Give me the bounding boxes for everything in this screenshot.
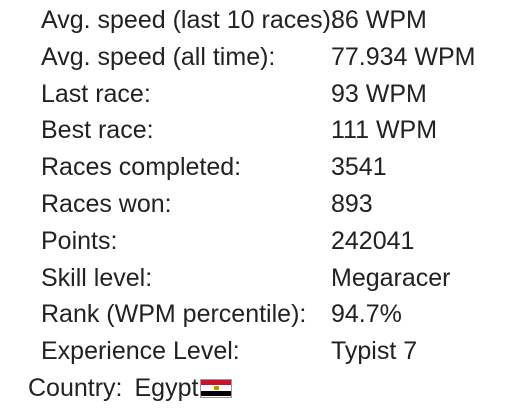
stat-value: 93 WPM — [331, 79, 427, 108]
stat-label: Races won: — [41, 189, 172, 218]
stat-row-races-completed: Races completed: 3541 — [28, 149, 498, 186]
stat-row-avg-speed-all-time: Avg. speed (all time): 77.934 WPM — [28, 39, 498, 76]
stat-value: 94.7% — [331, 300, 402, 329]
stat-row-best-race: Best race: 111 WPM — [28, 112, 498, 149]
stat-label: Best race: — [41, 116, 154, 145]
stat-value: 893 — [331, 189, 373, 218]
stat-label: Last race: — [41, 79, 151, 108]
country-value: Egypt — [134, 374, 199, 402]
stat-value: Typist 7 — [331, 337, 418, 366]
stat-row-rank: Rank (WPM percentile): 94.7% — [28, 296, 498, 333]
stat-value: 3541 — [331, 153, 387, 182]
stat-row-races-won: Races won: 893 — [28, 186, 498, 223]
stat-value: Megaracer — [331, 263, 451, 292]
stat-row-last-race: Last race: 93 WPM — [28, 76, 498, 113]
stat-row-points: Points: 242041 — [28, 223, 498, 260]
stat-value: 77.934 WPM — [331, 42, 476, 71]
stat-value: 111 WPM — [331, 116, 438, 145]
stat-label: Experience Level: — [41, 337, 240, 366]
egypt-flag-icon — [200, 378, 233, 398]
stat-value: 86 WPM — [331, 6, 427, 34]
stat-row-avg-speed-last-10: Avg. speed (last 10 races): 86 WPM — [28, 2, 498, 39]
stat-value: 242041 — [331, 226, 415, 255]
stat-label: Avg. speed (last 10 races): — [41, 6, 338, 34]
stat-label: Rank (WPM percentile): — [41, 300, 307, 329]
flag-stripe-red — [201, 379, 232, 386]
flag-stripe-black — [201, 390, 232, 397]
stat-row-skill-level: Skill level: Megaracer — [28, 260, 498, 297]
flag-emblem-icon — [213, 386, 219, 390]
country-label: Country: — [28, 374, 123, 402]
stats-table: Avg. speed (last 10 races): 86 WPM Avg. … — [28, 2, 498, 370]
stat-label: Skill level: — [41, 263, 153, 292]
stat-label: Races completed: — [41, 153, 242, 182]
stat-label: Avg. speed (all time): — [41, 42, 276, 71]
stat-label: Points: — [41, 226, 118, 255]
stat-row-experience-level: Experience Level: Typist 7 — [28, 333, 498, 370]
country-row: Country: Egypt — [28, 370, 233, 406]
